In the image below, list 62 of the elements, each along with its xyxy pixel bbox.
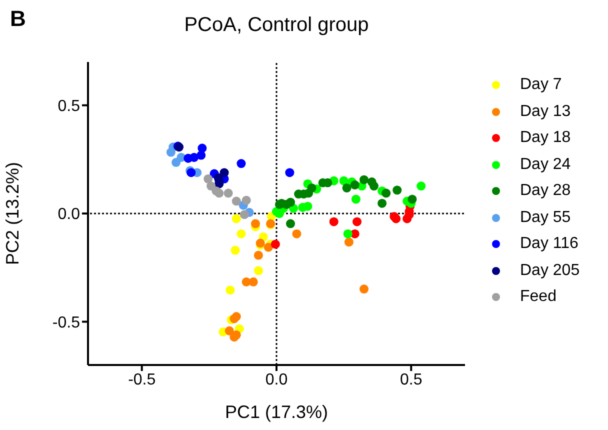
legend-label: Day 13 (520, 102, 571, 121)
point (236, 229, 246, 238)
y-tick-label: 0.0 (58, 206, 80, 224)
point (232, 196, 241, 206)
legend-label: Day 18 (520, 129, 571, 148)
point (351, 194, 360, 204)
legend-label: Day 205 (520, 262, 580, 280)
point (224, 188, 233, 198)
point (214, 188, 224, 198)
point (236, 159, 246, 168)
point (230, 246, 240, 255)
legend-label: Day 55 (520, 208, 571, 227)
point (184, 154, 193, 163)
point (392, 186, 402, 195)
x-axis-title: PC1 (17.3%) (224, 402, 328, 422)
y-tick-label: 0.5 (58, 98, 80, 115)
point (350, 180, 360, 190)
point (378, 198, 387, 208)
y-tick-label: -0.5 (52, 314, 80, 332)
point (286, 219, 296, 228)
point (264, 242, 273, 252)
point (382, 188, 391, 198)
legend-label: Day 116 (520, 235, 578, 254)
legend-label: Day 28 (520, 182, 571, 200)
point (352, 217, 362, 226)
legend-label: Day 24 (520, 156, 571, 174)
point (270, 240, 280, 249)
point (286, 198, 296, 207)
point (307, 183, 316, 192)
point (342, 183, 352, 192)
point (226, 286, 235, 295)
point (254, 250, 263, 260)
x-tick-label: 0.5 (400, 371, 422, 388)
point (416, 182, 426, 191)
legend-label: Day 7 (520, 76, 562, 94)
y-axis-title: PC2 (13.2%) (2, 162, 22, 266)
point (292, 229, 302, 238)
chart-title: PCoA, Control group (183, 14, 370, 37)
x-tick-label: -0.5 (128, 371, 156, 388)
point (224, 326, 234, 336)
point (242, 196, 251, 205)
point (166, 148, 176, 157)
point (204, 174, 213, 184)
point (250, 219, 260, 228)
point (408, 194, 417, 204)
x-tick-label: 0.0 (265, 371, 288, 388)
point (274, 200, 284, 209)
point (254, 266, 263, 276)
point (232, 214, 241, 224)
point (360, 284, 369, 294)
point (285, 168, 294, 178)
point (329, 217, 338, 226)
point (369, 182, 378, 191)
point (240, 210, 249, 220)
point (343, 229, 352, 238)
point (220, 168, 229, 178)
point (248, 277, 258, 286)
legend-label: Feed (520, 288, 556, 306)
point (344, 238, 354, 247)
point (360, 175, 369, 184)
text: B (10, 6, 26, 32)
point (303, 202, 312, 211)
